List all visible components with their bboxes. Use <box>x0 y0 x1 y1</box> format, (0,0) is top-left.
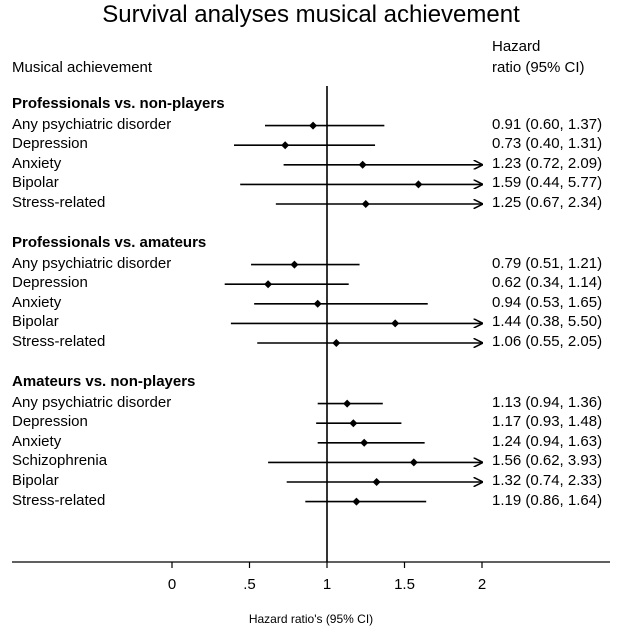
point-estimate-marker <box>361 200 370 208</box>
row-label: Bipolar <box>12 313 59 331</box>
chart-title: Survival analyses musical achievement <box>102 1 520 28</box>
row-estimate: 0.91 (0.60, 1.37) <box>492 115 603 133</box>
row-estimate: 1.25 (0.67, 2.34) <box>492 194 603 211</box>
row-estimate: 1.59 (0.44, 5.77) <box>492 174 603 192</box>
row-estimate: 1.13 (0.94, 1.36) <box>492 393 603 411</box>
point-estimate-marker <box>264 280 273 289</box>
point-estimate-marker <box>391 319 400 328</box>
group-heading: Professionals vs. non-players <box>12 95 225 112</box>
x-tick-label: 1 <box>322 576 332 593</box>
point-estimate-marker <box>360 438 369 447</box>
x-tick-label: .5 <box>243 576 256 593</box>
row-label: Anxiety <box>12 432 62 450</box>
point-estimate-marker <box>414 180 423 189</box>
row-estimate: 1.19 (0.86, 1.64) <box>492 491 603 509</box>
row-estimate: 0.79 (0.51, 1.21) <box>492 254 603 272</box>
row-estimate: 1.23 (0.72, 2.09) <box>492 154 603 172</box>
x-tick-label: 2 <box>477 576 487 593</box>
row-label: Depression <box>12 135 88 153</box>
group-heading: Professionals vs. amateurs <box>12 234 207 251</box>
row-estimate: 0.73 (0.40, 1.31) <box>492 135 603 153</box>
row-estimate: 1.06 (0.55, 2.05) <box>492 333 603 350</box>
column-header-left: Musical achievement <box>12 59 153 76</box>
point-estimate-marker <box>352 497 361 506</box>
row-label: Anxiety <box>12 154 62 172</box>
row-label: Bipolar <box>12 472 59 489</box>
x-axis-label: Hazard ratio's (95% CI) <box>248 612 374 626</box>
row-label: Stress-related <box>12 333 106 350</box>
row-label: Anxiety <box>12 293 62 311</box>
row-label: Stress-related <box>12 491 106 509</box>
group-heading: Amateurs vs. non-players <box>12 373 196 390</box>
row-estimate: 1.56 (0.62, 3.93) <box>492 452 603 470</box>
point-estimate-marker <box>309 121 318 130</box>
row-label: Bipolar <box>12 174 59 192</box>
point-estimate-marker <box>343 399 352 408</box>
row-estimate: 1.17 (0.93, 1.48) <box>492 413 603 431</box>
point-estimate-marker <box>332 339 341 347</box>
x-tick-label: 0 <box>167 576 177 593</box>
row-label: Depression <box>12 413 88 431</box>
row-label: Schizophrenia <box>12 452 108 470</box>
point-estimate-marker <box>281 141 290 150</box>
point-estimate-marker <box>409 458 418 467</box>
row-estimate: 1.24 (0.94, 1.63) <box>492 432 603 450</box>
row-estimate: 1.44 (0.38, 5.50) <box>492 313 603 331</box>
row-estimate: 0.94 (0.53, 1.65) <box>492 293 603 311</box>
row-label: Stress-related <box>12 194 106 211</box>
point-estimate-marker <box>313 299 322 308</box>
row-estimate: 1.32 (0.74, 2.33) <box>492 472 603 489</box>
point-estimate-marker <box>358 160 367 169</box>
point-estimate-marker <box>349 419 358 428</box>
row-label: Depression <box>12 274 88 292</box>
row-label: Any psychiatric disorder <box>12 254 172 272</box>
column-header-right-line-1: Hazard <box>492 38 541 55</box>
column-header-right-line-2: ratio (95% CI) <box>492 59 585 76</box>
x-tick-label: 1.5 <box>394 576 415 593</box>
row-label: Any psychiatric disorder <box>12 393 172 411</box>
point-estimate-marker <box>372 478 381 486</box>
row-estimate: 0.62 (0.34, 1.14) <box>492 274 603 292</box>
row-label: Any psychiatric disorder <box>12 115 172 133</box>
point-estimate-marker <box>290 260 299 269</box>
